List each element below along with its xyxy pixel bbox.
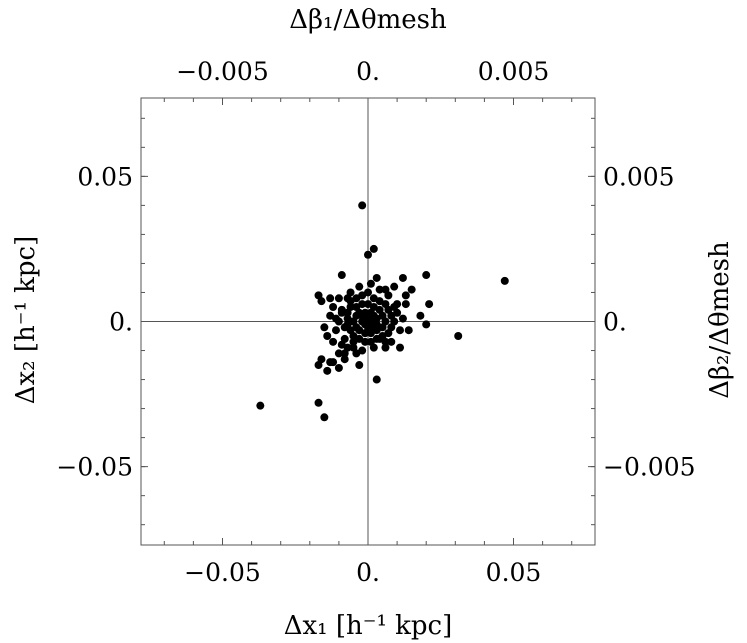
- data-point: [369, 343, 378, 352]
- data-point: [398, 314, 407, 323]
- data-point: [340, 355, 349, 364]
- data-points: [256, 201, 509, 422]
- data-point: [334, 363, 343, 372]
- data-point: [364, 288, 372, 297]
- data-point: [323, 332, 332, 341]
- data-point: [366, 279, 375, 288]
- data-point: [364, 250, 372, 259]
- right-tick-label: 0.005: [603, 162, 675, 191]
- data-point: [387, 337, 396, 346]
- data-point: [320, 323, 329, 332]
- bottom-tick-label: 0.: [356, 558, 380, 587]
- data-point: [355, 361, 364, 370]
- right-tick-label: −0.005: [603, 453, 696, 482]
- data-point: [364, 311, 372, 320]
- data-point: [390, 282, 399, 291]
- data-point: [346, 302, 355, 311]
- data-point: [326, 294, 335, 303]
- data-point: [396, 326, 405, 335]
- x-axis-label: Δx₁ [h⁻¹ kpc]: [284, 611, 453, 641]
- data-point: [314, 361, 323, 370]
- data-point: [401, 300, 410, 309]
- data-point: [454, 332, 463, 341]
- data-point: [329, 358, 338, 367]
- data-point: [358, 201, 367, 210]
- data-point: [334, 349, 343, 358]
- data-point: [425, 300, 434, 309]
- data-point: [500, 276, 509, 285]
- data-point: [317, 297, 326, 306]
- tick-marks: [141, 98, 595, 545]
- data-point: [396, 343, 405, 352]
- data-point: [407, 285, 416, 294]
- right-tick-label: 0.: [603, 308, 627, 337]
- left-tick-label: 0.05: [77, 162, 133, 191]
- data-point: [404, 326, 413, 335]
- data-point: [372, 273, 381, 282]
- data-point: [326, 311, 335, 320]
- data-point: [369, 317, 378, 326]
- top-tick-label: 0.: [356, 57, 380, 86]
- data-point: [334, 294, 343, 303]
- data-point: [398, 273, 407, 282]
- data-point: [337, 308, 346, 317]
- bottom-tick-label: −0.05: [184, 558, 261, 587]
- data-point: [422, 320, 431, 329]
- data-point: [314, 398, 323, 407]
- left-tick-label: −0.05: [56, 453, 133, 482]
- data-point: [337, 340, 346, 349]
- data-point: [358, 311, 367, 320]
- data-point: [256, 401, 265, 410]
- data-point: [320, 413, 329, 422]
- data-point: [381, 337, 390, 346]
- data-point: [358, 300, 367, 309]
- data-point: [384, 291, 393, 300]
- top-axis-label: Δβ₁/Δθmesh: [289, 5, 447, 35]
- data-point: [340, 323, 349, 332]
- top-tick-label: −0.005: [176, 57, 269, 86]
- y-axis-label: Δx₂ [h⁻¹ kpc]: [11, 236, 41, 405]
- data-point: [355, 282, 364, 291]
- data-point: [358, 346, 367, 355]
- data-point: [331, 326, 340, 335]
- data-point: [369, 244, 378, 253]
- data-point: [401, 291, 410, 300]
- data-point: [343, 294, 352, 303]
- bottom-tick-label: 0.05: [486, 558, 542, 587]
- data-point: [381, 343, 390, 352]
- right-axis-label: Δβ₂/Δθmesh: [705, 241, 735, 399]
- data-point: [349, 343, 358, 352]
- data-point: [390, 302, 399, 311]
- tick-labels: −0.05 0. 0.05 −0.05 0. 0.05 −0.005 0. 0.005 −0.00…: [56, 57, 695, 587]
- data-point: [329, 302, 338, 311]
- data-point: [323, 366, 332, 375]
- data-point: [337, 271, 346, 280]
- data-point: [375, 285, 384, 294]
- data-point: [422, 271, 431, 280]
- data-point: [372, 375, 381, 384]
- data-point: [416, 311, 425, 320]
- top-tick-label: 0.005: [478, 57, 550, 86]
- data-point: [329, 337, 338, 346]
- left-tick-label: 0.: [109, 308, 133, 337]
